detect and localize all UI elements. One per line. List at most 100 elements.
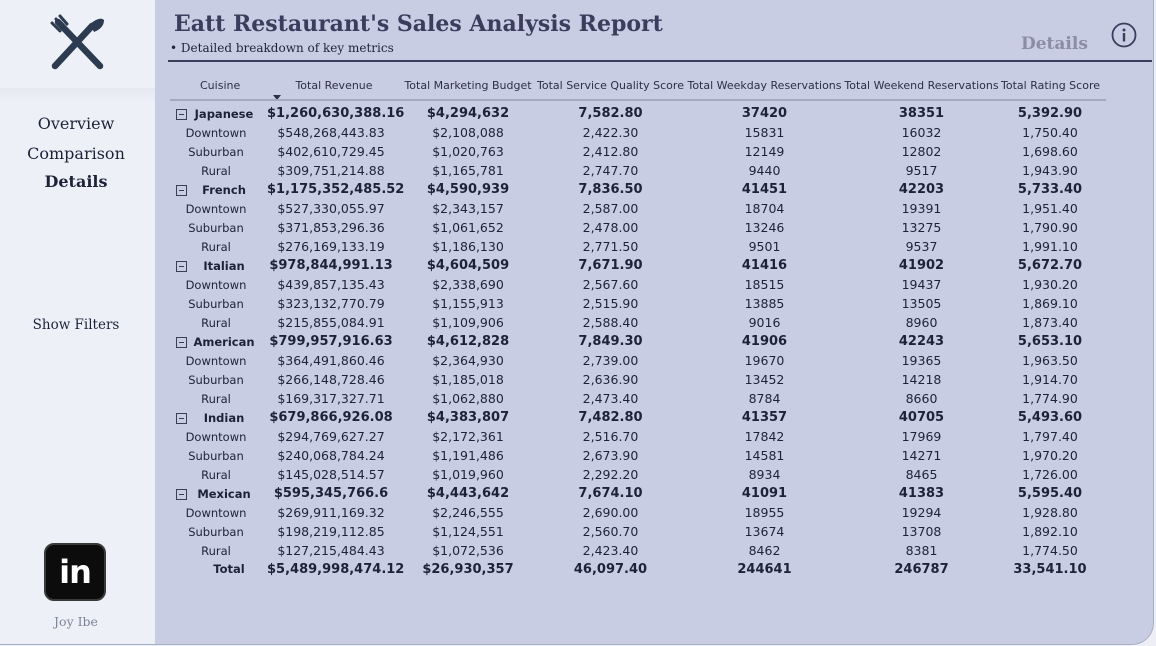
cell-weekday-reservations: 17842 (744, 429, 785, 444)
matrix-group-row: Mexican $595,345,766.6 $4,443,642 7,674.10 4… (170, 484, 1106, 503)
nav-comparison[interactable]: Comparison (27, 144, 125, 163)
cell-revenue: $169,317,327.71 (277, 391, 385, 406)
cell-weekend-reservations: 12802 (901, 144, 942, 159)
matrix-location-row: Downtown $527,330,055.97 $2,343,157 2,587.0… (170, 199, 1106, 218)
sort-descending-icon[interactable] (273, 95, 281, 100)
cell-revenue: $269,911,169.32 (277, 505, 385, 520)
header-separator (170, 99, 1106, 104)
cell-revenue: $402,610,729.45 (277, 144, 385, 159)
cell-rating-score: 1,892.10 (1022, 524, 1078, 539)
location-name: Rural (201, 163, 231, 178)
cell-weekday-reservations: 12149 (744, 144, 785, 159)
cell-marketing-budget: $26,930,357 (422, 562, 514, 577)
cell-marketing-budget: $1,185,018 (432, 372, 504, 387)
group-label-cell: Mexican (170, 484, 267, 503)
cell-service-quality: 7,482.80 (578, 410, 643, 425)
cell-revenue: $276,169,133.19 (277, 239, 385, 254)
location-name: Suburban (188, 372, 244, 387)
location-name: Suburban (188, 296, 244, 311)
collapse-icon[interactable] (176, 108, 187, 120)
group-label-cell: Indian (170, 408, 267, 427)
location-label-cell: Downtown (170, 275, 267, 294)
cell-service-quality: 2,515.90 (582, 296, 639, 311)
group-label-cell: Italian (170, 256, 267, 275)
linkedin-icon[interactable]: in (44, 543, 106, 601)
cell-revenue: $294,769,627.27 (277, 429, 385, 444)
collapse-icon[interactable] (176, 260, 187, 272)
cell-service-quality: 2,747.70 (582, 163, 639, 178)
nav-details[interactable]: Details (44, 172, 108, 191)
cell-marketing-budget: $4,383,807 (426, 410, 510, 425)
cell-weekday-reservations: 8462 (748, 543, 781, 558)
col-header-weekday-reservations[interactable]: Total Weekday Reservations (687, 79, 842, 92)
cell-rating-score: 1,970.20 (1022, 448, 1078, 463)
matrix-location-row: Rural $309,751,214.88 $1,165,781 2,747.70 94… (170, 161, 1106, 180)
nav-overview[interactable]: Overview (37, 114, 115, 133)
cell-weekday-reservations: 37420 (741, 106, 788, 121)
matrix-group-row: Italian $978,844,991.13 $4,604,509 7,671.90… (170, 256, 1106, 275)
info-icon[interactable] (1111, 22, 1137, 48)
location-label-cell: Suburban (170, 218, 267, 237)
col-header-weekend-reservations[interactable]: Total Weekend Reservations (844, 79, 999, 92)
cell-weekend-reservations: 41383 (898, 486, 945, 501)
location-label-cell: Downtown (170, 351, 267, 370)
cuisine-name: Mexican (197, 486, 251, 501)
cuisine-name: American (193, 334, 255, 349)
cell-weekend-reservations: 9517 (905, 163, 938, 178)
cell-weekend-reservations: 17969 (901, 429, 942, 444)
location-name: Rural (201, 543, 231, 558)
cell-marketing-budget: $4,612,828 (426, 334, 510, 349)
cell-service-quality: 2,560.70 (582, 524, 639, 539)
cell-marketing-budget: $4,590,939 (426, 182, 510, 197)
collapse-icon[interactable] (176, 184, 187, 196)
collapse-icon[interactable] (176, 336, 187, 348)
group-label-cell: Japanese (170, 104, 267, 123)
total-label: Total (213, 562, 245, 576)
cell-rating-score: 33,541.10 (1013, 562, 1087, 577)
location-name: Downtown (185, 125, 247, 140)
location-label-cell: Downtown (170, 123, 267, 142)
matrix-group-row: American $799,957,916.63 $4,612,828 7,849.3… (170, 332, 1106, 351)
cell-weekday-reservations: 15831 (744, 125, 785, 140)
cell-weekend-reservations: 8381 (905, 543, 938, 558)
show-filters-button[interactable]: Show Filters (32, 317, 120, 333)
cell-service-quality: 2,292.20 (582, 467, 639, 482)
col-header-rating-score[interactable]: Total Rating Score (1001, 79, 1100, 92)
cell-rating-score: 5,733.40 (1017, 182, 1083, 197)
cell-marketing-budget: $1,191,486 (432, 448, 504, 463)
cell-rating-score: 1,930.20 (1022, 277, 1078, 292)
cell-rating-score: 1,991.10 (1022, 239, 1078, 254)
col-header-service-quality[interactable]: Total Service Quality Score (537, 79, 684, 92)
cell-revenue: $5,489,998,474.12 (267, 562, 405, 577)
collapse-icon[interactable] (176, 412, 187, 424)
cell-service-quality: 7,671.90 (578, 258, 643, 273)
cell-service-quality: 2,422.30 (582, 125, 639, 140)
col-header-total-revenue[interactable]: Total Revenue (295, 79, 373, 92)
cell-service-quality: 2,673.90 (582, 448, 639, 463)
col-header-marketing-budget[interactable]: Total Marketing Budget (404, 79, 532, 92)
cell-weekend-reservations: 8465 (905, 467, 938, 482)
author-name: Joy Ibe (54, 614, 98, 629)
location-label-cell: Downtown (170, 427, 267, 446)
cell-weekday-reservations: 18704 (744, 201, 785, 216)
cell-rating-score: 1,790.90 (1022, 220, 1078, 235)
cell-revenue: $595,345,766.6 (273, 486, 389, 501)
cell-weekend-reservations: 19391 (901, 201, 942, 216)
cell-marketing-budget: $4,294,632 (426, 106, 510, 121)
cell-weekend-reservations: 42243 (898, 334, 945, 349)
matrix-location-row: Rural $145,028,514.57 $1,019,960 2,292.20 89… (170, 465, 1106, 484)
matrix-location-row: Suburban $402,610,729.45 $1,020,763 2,412.8… (170, 142, 1106, 161)
col-header-cuisine[interactable]: Cuisine (200, 79, 241, 92)
cell-marketing-budget: $1,072,536 (432, 543, 504, 558)
cell-service-quality: 2,423.40 (582, 543, 639, 558)
matrix-location-row: Downtown $548,268,443.83 $2,108,088 2,422.3… (170, 123, 1106, 142)
cell-weekday-reservations: 13885 (744, 296, 785, 311)
matrix-location-row: Rural $215,855,084.91 $1,109,906 2,588.40 90… (170, 313, 1106, 332)
collapse-icon[interactable] (176, 488, 187, 500)
location-name: Suburban (188, 144, 244, 159)
matrix-location-row: Rural $276,169,133.19 $1,186,130 2,771.50 95… (170, 237, 1106, 256)
cell-rating-score: 1,951.40 (1022, 201, 1078, 216)
location-label-cell: Suburban (170, 370, 267, 389)
cell-service-quality: 7,582.80 (578, 106, 643, 121)
